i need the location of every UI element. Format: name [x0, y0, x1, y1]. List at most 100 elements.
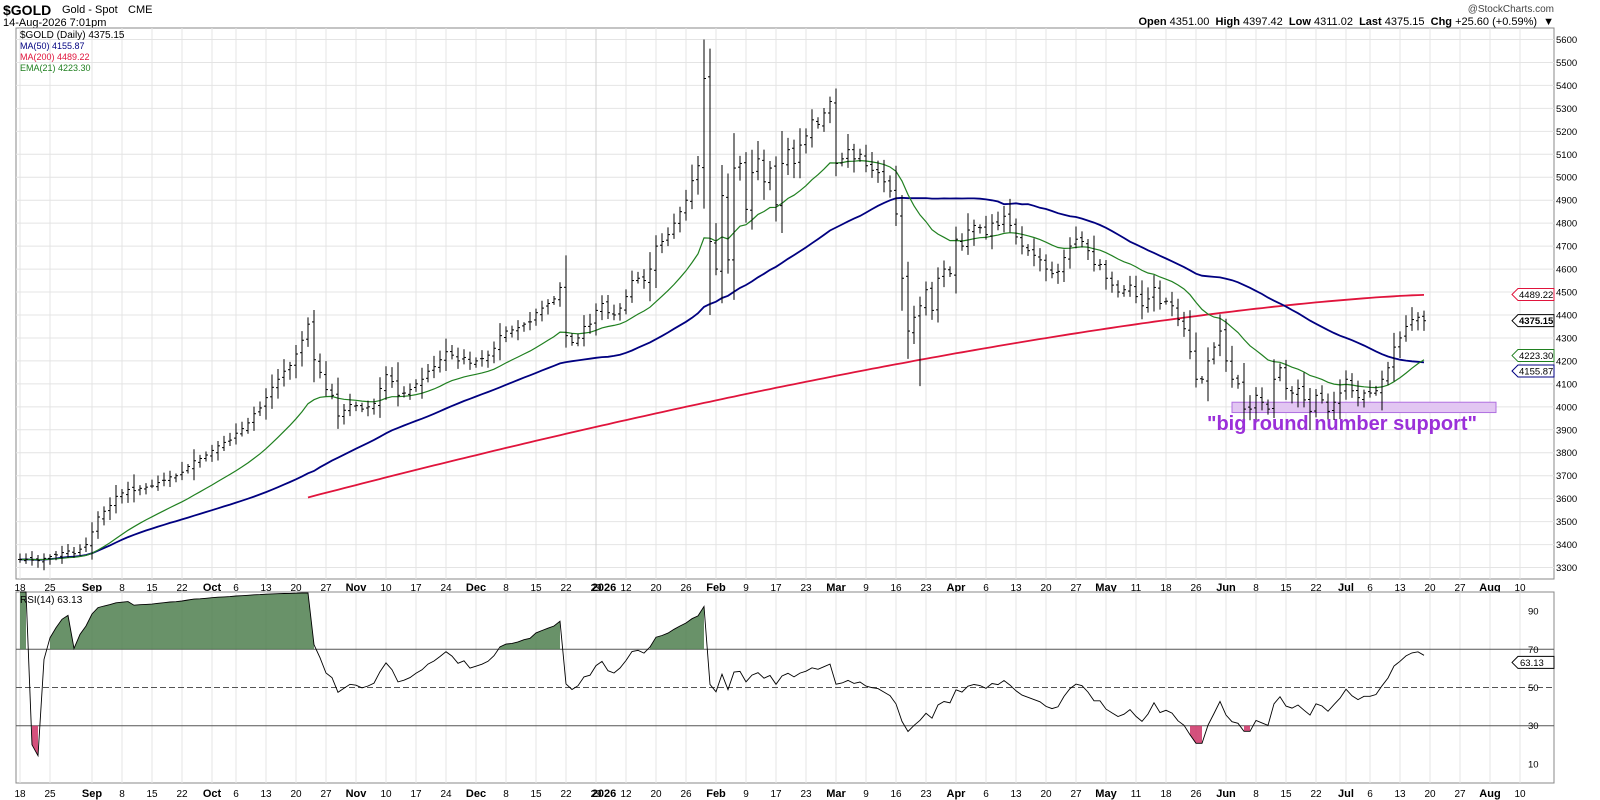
rsi-tick-label: 30 — [1528, 721, 1539, 732]
price-x-label: 27 — [1454, 583, 1466, 594]
rsi-x-label: 27 — [320, 789, 332, 800]
price-bar — [1422, 310, 1426, 331]
price-bar — [858, 148, 862, 162]
rsi-tick-label: 70 — [1528, 645, 1539, 656]
price-bar — [276, 369, 280, 399]
price-bar — [1308, 388, 1312, 430]
price-bar — [990, 214, 994, 250]
price-x-label: Nov — [346, 582, 368, 594]
rsi-overbought-fill — [500, 621, 560, 650]
price-x-label: 9 — [863, 583, 869, 594]
price-x-label: 26 — [1190, 583, 1202, 594]
price-tick-label: 4000 — [1556, 402, 1577, 413]
price-x-label: 23 — [920, 583, 932, 594]
price-bar — [120, 488, 124, 504]
price-bar — [216, 441, 220, 461]
price-bar — [882, 159, 886, 193]
price-bar — [564, 255, 568, 348]
rsi-x-label: 6 — [233, 789, 239, 800]
price-bar — [186, 463, 190, 474]
low-value: 4311.02 — [1313, 16, 1353, 28]
rsi-x-label: 17 — [770, 789, 782, 800]
price-bar — [714, 223, 718, 276]
price-bar — [600, 295, 604, 321]
price-bar — [252, 406, 256, 431]
rsi-x-label: Feb — [706, 788, 726, 800]
legend-ma50: MA(50) 4155.87 — [20, 41, 85, 51]
chevron-down-icon[interactable]: ▼ — [1543, 16, 1554, 28]
quote-bar: Open 4351.00 High 4397.42 Low 4311.02 La… — [1138, 16, 1554, 28]
price-bar — [192, 449, 196, 481]
price-x-label: 25 — [44, 583, 56, 594]
price-bar — [528, 312, 532, 331]
price-bar — [954, 226, 958, 294]
price-tick-label: 4400 — [1556, 310, 1577, 321]
price-x-label: 20 — [1424, 583, 1436, 594]
annotation-text: "big round number support" — [1207, 413, 1477, 435]
legend-ema21: EMA(21) 4223.30 — [20, 63, 91, 73]
rsi-x-label: 8 — [1253, 789, 1259, 800]
price-bar — [846, 133, 850, 168]
price-bar — [42, 553, 46, 571]
price-bar — [786, 137, 790, 176]
price-x-label: 26 — [680, 583, 692, 594]
price-tick-label: 3600 — [1556, 494, 1577, 505]
price-x-label: 15 — [530, 583, 542, 594]
price-x-label: 6 — [1367, 583, 1373, 594]
price-x-label: Feb — [706, 582, 726, 594]
ma200-line — [307, 294, 1425, 499]
price-bar — [198, 454, 202, 468]
price-x-label: Dec — [466, 582, 486, 594]
price-bar — [1008, 198, 1012, 233]
price-bar — [762, 149, 766, 200]
rsi-x-label: 22 — [560, 789, 572, 800]
price-bar — [690, 164, 694, 210]
price-bar — [306, 317, 310, 347]
price-bar — [1176, 298, 1180, 327]
price-bar — [834, 88, 838, 177]
price-tick-label: 3400 — [1556, 540, 1577, 551]
price-x-label: 22 — [1310, 583, 1322, 594]
price-bar — [1344, 370, 1348, 400]
price-bar — [30, 551, 34, 566]
price-x-label: 27 — [320, 583, 332, 594]
price-tick-label: 3500 — [1556, 517, 1577, 528]
price-bar — [162, 472, 166, 487]
rsi-x-label: 17 — [410, 789, 422, 800]
price-bar — [864, 144, 868, 173]
price-bar — [984, 215, 988, 240]
price-bar — [1248, 395, 1252, 421]
price-bar — [450, 345, 454, 360]
price-bar — [804, 128, 808, 154]
price-x-label: 10 — [1514, 583, 1526, 594]
price-bar — [420, 367, 424, 399]
price-x-label: 10 — [380, 583, 392, 594]
price-bar — [318, 353, 322, 379]
price-x-label: Aug — [1479, 582, 1500, 594]
high-label: High — [1215, 16, 1240, 28]
price-tick-label: 4600 — [1556, 265, 1577, 276]
price-x-label: 16 — [890, 583, 902, 594]
price-x-label: Sep — [82, 582, 102, 594]
price-bar — [390, 367, 394, 388]
price-bar — [774, 156, 778, 222]
price-bar — [54, 550, 58, 561]
price-bar — [396, 362, 400, 407]
rsi-x-label: Apr — [947, 788, 967, 800]
price-bar — [372, 398, 376, 415]
rsi-x-label: Jun — [1216, 788, 1236, 800]
price-bar — [1002, 206, 1006, 233]
rsi-x-label: 15 — [146, 789, 158, 800]
price-tick-label: 4700 — [1556, 242, 1577, 253]
price-bar — [96, 511, 100, 539]
price-bar — [1416, 312, 1420, 331]
price-bar — [642, 269, 646, 289]
price-bar — [966, 213, 970, 255]
price-bar — [1362, 389, 1366, 408]
price-tick-label: 5100 — [1556, 150, 1577, 161]
price-bar — [294, 344, 298, 379]
price-x-label: Jul — [1338, 582, 1354, 594]
last-value-tag: 4375.15 — [1511, 314, 1555, 327]
price-bar — [1116, 280, 1120, 298]
price-x-label: 12 — [620, 583, 632, 594]
